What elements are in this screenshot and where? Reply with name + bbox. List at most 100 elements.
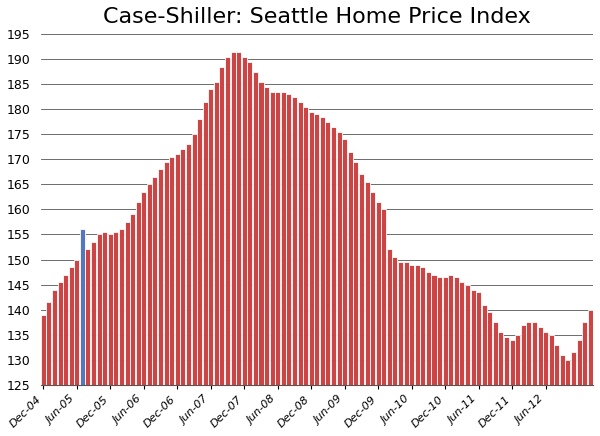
Bar: [208, 89, 213, 436]
Bar: [337, 132, 341, 436]
Bar: [421, 267, 425, 436]
Bar: [437, 277, 442, 436]
Bar: [46, 302, 52, 436]
Bar: [392, 257, 397, 436]
Bar: [286, 94, 292, 436]
Bar: [303, 107, 308, 436]
Bar: [85, 249, 91, 436]
Bar: [365, 182, 370, 436]
Bar: [220, 67, 224, 436]
Bar: [404, 262, 409, 436]
Bar: [325, 122, 331, 436]
Bar: [521, 325, 526, 436]
Bar: [499, 332, 503, 436]
Bar: [548, 335, 554, 436]
Bar: [571, 352, 576, 436]
Bar: [353, 162, 358, 436]
Bar: [359, 174, 364, 436]
Bar: [74, 259, 79, 436]
Bar: [259, 82, 263, 436]
Bar: [309, 112, 314, 436]
Bar: [504, 337, 509, 436]
Bar: [376, 202, 381, 436]
Bar: [147, 184, 152, 436]
Bar: [582, 322, 587, 436]
Bar: [236, 51, 241, 436]
Bar: [493, 322, 498, 436]
Bar: [214, 82, 219, 436]
Bar: [398, 262, 403, 436]
Bar: [565, 360, 571, 436]
Bar: [108, 235, 113, 436]
Bar: [476, 292, 481, 436]
Bar: [141, 192, 146, 436]
Bar: [465, 285, 470, 436]
Bar: [281, 92, 286, 436]
Bar: [331, 127, 336, 436]
Bar: [448, 275, 453, 436]
Bar: [426, 272, 431, 436]
Bar: [298, 102, 302, 436]
Bar: [119, 229, 124, 436]
Bar: [381, 209, 386, 436]
Bar: [515, 335, 520, 436]
Bar: [91, 242, 96, 436]
Bar: [482, 305, 487, 436]
Bar: [387, 249, 392, 436]
Bar: [560, 355, 565, 436]
Bar: [269, 92, 275, 436]
Bar: [470, 290, 476, 436]
Bar: [253, 72, 258, 436]
Title: Case-Shiller: Seattle Home Price Index: Case-Shiller: Seattle Home Price Index: [103, 7, 530, 27]
Bar: [97, 235, 101, 436]
Bar: [247, 61, 253, 436]
Bar: [63, 275, 68, 436]
Bar: [487, 312, 493, 436]
Bar: [125, 222, 130, 436]
Bar: [443, 277, 448, 436]
Bar: [554, 345, 559, 436]
Bar: [342, 139, 347, 436]
Bar: [370, 192, 375, 436]
Bar: [181, 149, 185, 436]
Bar: [52, 290, 57, 436]
Bar: [69, 267, 74, 436]
Bar: [191, 134, 197, 436]
Bar: [186, 144, 191, 436]
Bar: [538, 327, 542, 436]
Bar: [136, 202, 141, 436]
Bar: [203, 102, 208, 436]
Bar: [197, 119, 202, 436]
Bar: [320, 117, 325, 436]
Bar: [164, 162, 169, 436]
Bar: [225, 57, 230, 436]
Bar: [230, 51, 236, 436]
Bar: [454, 277, 459, 436]
Bar: [152, 177, 157, 436]
Bar: [275, 92, 280, 436]
Bar: [526, 322, 532, 436]
Bar: [543, 332, 548, 436]
Bar: [264, 87, 269, 436]
Bar: [409, 265, 414, 436]
Bar: [80, 229, 85, 436]
Bar: [169, 157, 174, 436]
Bar: [588, 310, 593, 436]
Bar: [242, 57, 247, 436]
Bar: [532, 322, 537, 436]
Bar: [415, 265, 420, 436]
Bar: [158, 169, 163, 436]
Bar: [58, 282, 62, 436]
Bar: [509, 340, 515, 436]
Bar: [175, 154, 180, 436]
Bar: [113, 232, 118, 436]
Bar: [130, 215, 135, 436]
Bar: [348, 152, 353, 436]
Bar: [292, 97, 297, 436]
Bar: [314, 114, 319, 436]
Bar: [577, 340, 581, 436]
Bar: [102, 232, 107, 436]
Bar: [460, 282, 464, 436]
Bar: [41, 315, 46, 436]
Bar: [431, 275, 437, 436]
